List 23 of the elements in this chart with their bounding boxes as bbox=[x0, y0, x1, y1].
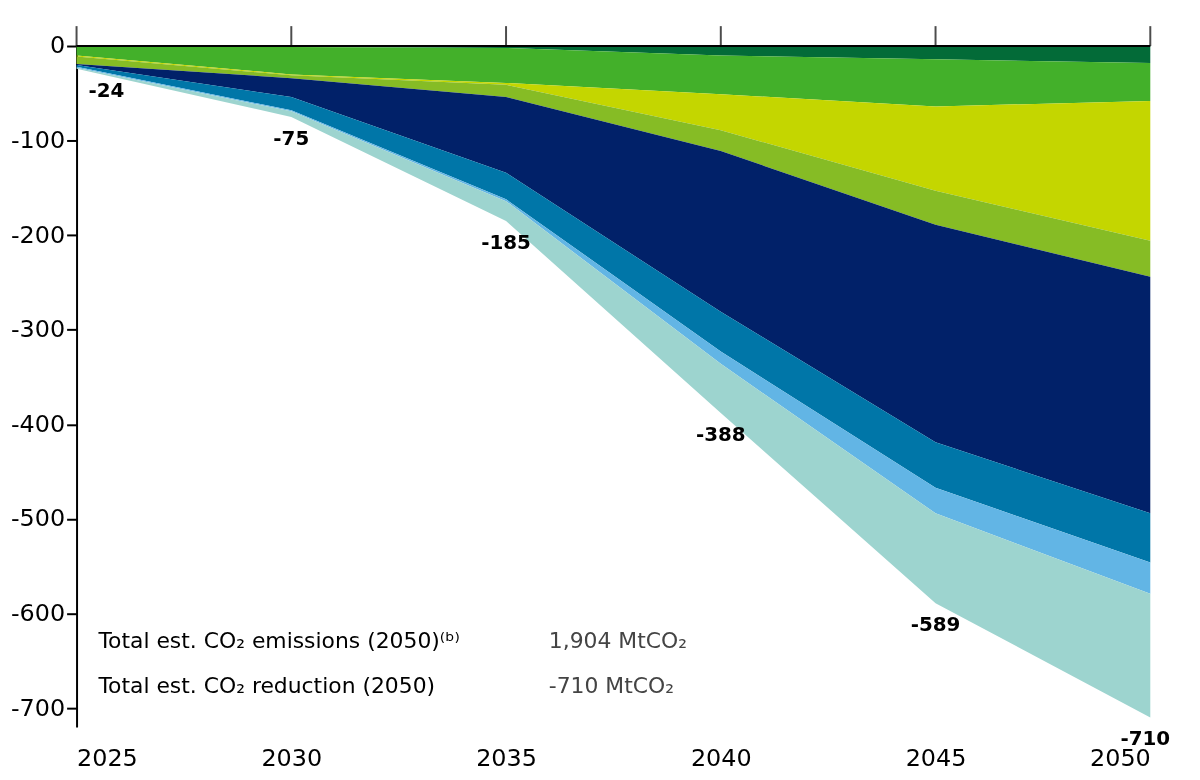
x-tick-label: 2045 bbox=[905, 744, 967, 773]
y-tick-label: -400 bbox=[10, 409, 66, 438]
x-tick-label: 2035 bbox=[476, 744, 537, 773]
total-label: -589 bbox=[910, 612, 961, 636]
x-tick-label: 2050 bbox=[1090, 744, 1151, 773]
y-tick-label: -100 bbox=[10, 126, 66, 155]
x-tick-label: 2025 bbox=[77, 744, 138, 773]
x-tick-label: 2030 bbox=[261, 744, 323, 773]
y-tick-label: -300 bbox=[10, 315, 66, 344]
y-tick-label: -700 bbox=[10, 693, 66, 722]
y-tick-label: -200 bbox=[10, 220, 66, 249]
annotation: Total est. CO₂ reduction (2050) bbox=[97, 673, 436, 699]
annotation: -710 MtCO₂ bbox=[548, 673, 675, 699]
total-label: -24 bbox=[88, 78, 125, 102]
total-label: -75 bbox=[273, 126, 310, 150]
y-tick-label: -500 bbox=[10, 504, 66, 533]
total-label: -388 bbox=[695, 422, 746, 446]
annotation: Total est. CO₂ emissions (2050)⁽ᵇ⁾ bbox=[97, 627, 460, 653]
total-label: -185 bbox=[481, 230, 531, 254]
x-tick-label: 2040 bbox=[690, 744, 752, 773]
y-tick-label: 0 bbox=[49, 31, 66, 60]
y-tick-label: -600 bbox=[10, 598, 66, 627]
annotation: 1,904 MtCO₂ bbox=[548, 627, 687, 653]
